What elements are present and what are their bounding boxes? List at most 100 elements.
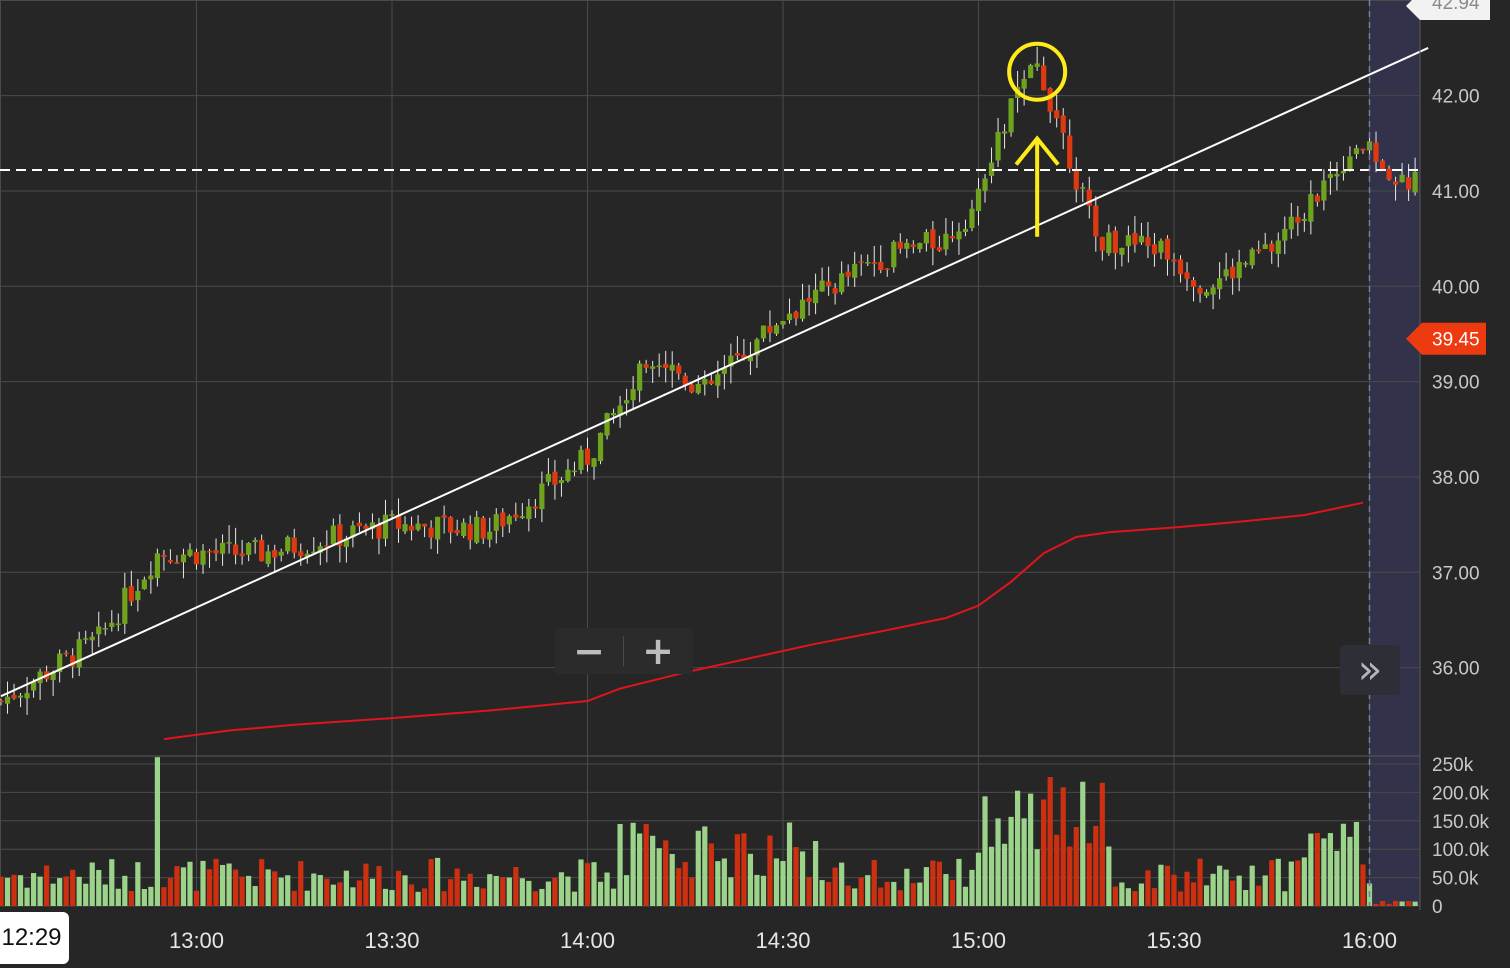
candlestick	[630, 376, 636, 411]
candlestick	[428, 520, 434, 550]
volume-bar	[1203, 885, 1210, 906]
candle-body	[435, 516, 441, 540]
candle-body	[826, 281, 832, 287]
volume-bar	[949, 879, 956, 906]
candlestick	[610, 408, 617, 424]
candlestick	[1301, 212, 1307, 232]
candlestick	[174, 555, 180, 564]
candlestick	[350, 520, 356, 548]
zoom-out-button[interactable]: −	[573, 629, 605, 673]
volume-bar	[180, 867, 187, 906]
candle-body	[695, 383, 701, 394]
candlestick	[395, 498, 402, 543]
candlestick	[995, 117, 1001, 167]
candle-body	[480, 517, 486, 539]
candle-body	[597, 432, 604, 462]
volume-bar	[1373, 903, 1379, 906]
candlestick	[1256, 240, 1262, 254]
candle-body	[969, 208, 975, 228]
candlestick	[1327, 161, 1333, 195]
candlestick	[474, 510, 480, 545]
candlestick	[904, 238, 910, 259]
candle-body	[193, 551, 200, 565]
candle-body	[441, 515, 447, 518]
volume-bar	[1080, 781, 1086, 906]
candlesticks	[0, 46, 1418, 715]
volume-bar	[37, 876, 43, 906]
candlestick	[219, 534, 226, 566]
candlestick	[773, 323, 780, 336]
candle-body	[1151, 244, 1158, 255]
price-axis: 36.00 37.00 38.00 39.00 40.00 41.00 42.00	[1432, 87, 1480, 680]
candle-body	[180, 554, 187, 563]
candlestick	[63, 650, 69, 657]
volume-bar	[891, 881, 897, 906]
volume-bar	[428, 859, 434, 906]
candlestick	[128, 570, 134, 606]
candle-body	[63, 652, 69, 655]
volume-bar	[865, 875, 871, 906]
candle-body	[1034, 63, 1040, 67]
volume-bar	[884, 881, 890, 906]
candle-body	[532, 506, 538, 509]
candlestick	[415, 515, 421, 532]
candlestick	[200, 544, 206, 574]
candle-body	[200, 550, 206, 565]
candlestick	[852, 251, 858, 288]
candlestick	[115, 613, 121, 632]
trendline[interactable]	[0, 47, 1429, 698]
candle-body	[858, 261, 864, 263]
scroll-forward-button[interactable]: »	[1340, 645, 1400, 695]
volume-bar	[1164, 865, 1171, 906]
candle-body	[689, 384, 695, 393]
candle-body	[650, 366, 656, 369]
candlestick	[780, 320, 786, 329]
volume-bar	[988, 846, 995, 906]
candlestick	[956, 222, 962, 255]
zoom-divider	[623, 636, 624, 666]
candle-body	[461, 522, 467, 536]
candle-body	[1073, 170, 1079, 190]
volume-bar	[1386, 903, 1392, 906]
volume-bar	[1125, 888, 1131, 906]
candlestick	[1392, 176, 1399, 201]
candlestick	[1223, 252, 1229, 281]
volume-bar	[956, 858, 962, 906]
candle-body	[747, 356, 754, 362]
candlestick	[1034, 46, 1040, 71]
candlestick	[1230, 258, 1236, 295]
candle-body	[1334, 173, 1340, 177]
volume-bar	[415, 891, 421, 906]
candle-body	[1223, 269, 1229, 277]
candlestick	[239, 539, 245, 565]
volume-bar	[1327, 833, 1333, 906]
candlestick	[102, 622, 108, 636]
candlestick	[1060, 108, 1066, 150]
candlestick	[578, 445, 584, 475]
volume-bar	[1184, 871, 1190, 906]
volume-bar	[1314, 832, 1320, 906]
candlestick	[819, 267, 825, 292]
candle-body	[487, 531, 493, 540]
volume-bar	[780, 861, 786, 906]
candlestick	[1236, 249, 1242, 292]
top-price-label: 42.94	[1432, 0, 1480, 14]
candle-body	[604, 413, 610, 436]
volume-bar	[109, 859, 115, 906]
candle-body	[1301, 218, 1307, 221]
volume-bar	[1047, 777, 1053, 906]
candlestick	[89, 632, 95, 654]
volume-bar	[389, 890, 395, 906]
candle-body	[734, 353, 740, 356]
zoom-in-button[interactable]: +	[642, 629, 674, 673]
candlestick	[1269, 240, 1275, 264]
volume-bar	[1034, 849, 1040, 906]
candle-body	[610, 412, 617, 416]
volume-bar	[50, 883, 56, 906]
candlestick	[109, 610, 115, 632]
volume-bar	[1060, 787, 1066, 906]
candle-body	[1138, 235, 1145, 243]
candlestick	[167, 549, 174, 564]
volume-bar	[44, 865, 50, 906]
